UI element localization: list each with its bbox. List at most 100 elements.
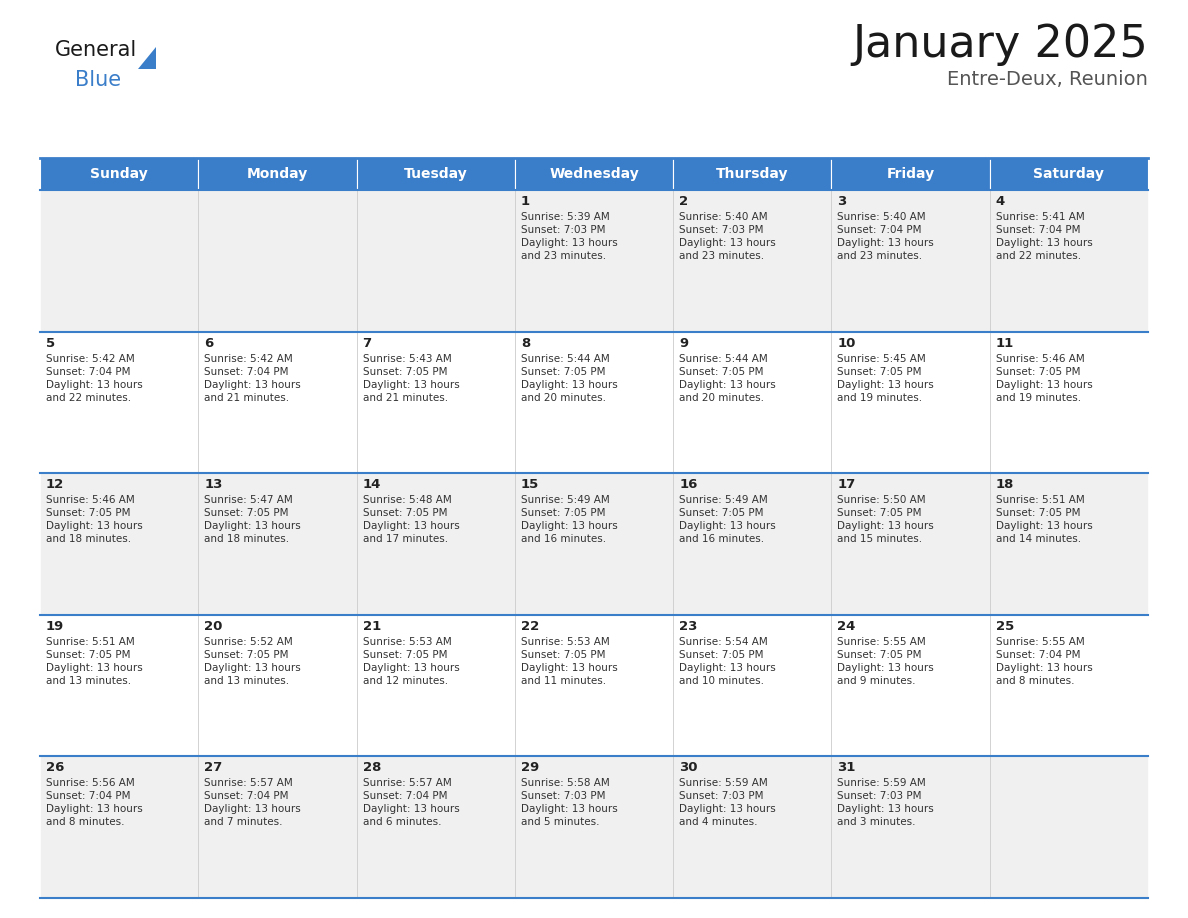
Text: Sunrise: 5:52 AM: Sunrise: 5:52 AM (204, 637, 293, 647)
Bar (832, 331, 990, 473)
Text: Sunrise: 5:44 AM: Sunrise: 5:44 AM (680, 353, 767, 364)
Text: Sunset: 7:05 PM: Sunset: 7:05 PM (204, 509, 289, 518)
Bar (514, 473, 674, 615)
Bar (40, 756, 198, 898)
Polygon shape (138, 47, 156, 69)
Text: Daylight: 13 hours: Daylight: 13 hours (46, 521, 143, 532)
Text: 30: 30 (680, 761, 697, 775)
Text: Wednesday: Wednesday (549, 167, 639, 181)
Text: Sunrise: 5:59 AM: Sunrise: 5:59 AM (838, 778, 927, 789)
Text: 18: 18 (996, 478, 1015, 491)
Text: Sunset: 7:03 PM: Sunset: 7:03 PM (838, 791, 922, 801)
Text: Sunset: 7:03 PM: Sunset: 7:03 PM (520, 225, 606, 235)
Bar (832, 756, 990, 898)
Text: Monday: Monday (247, 167, 308, 181)
Bar (198, 331, 356, 473)
Bar (514, 615, 674, 756)
Text: Daylight: 13 hours: Daylight: 13 hours (838, 238, 934, 248)
Text: Friday: Friday (886, 167, 935, 181)
Bar (40, 158, 198, 190)
Text: Daylight: 13 hours: Daylight: 13 hours (362, 380, 460, 389)
Text: Sunrise: 5:44 AM: Sunrise: 5:44 AM (520, 353, 609, 364)
Text: 17: 17 (838, 478, 855, 491)
Text: and 23 minutes.: and 23 minutes. (838, 251, 923, 261)
Text: Sunrise: 5:56 AM: Sunrise: 5:56 AM (46, 778, 134, 789)
Text: and 21 minutes.: and 21 minutes. (362, 393, 448, 403)
Bar (198, 473, 356, 615)
Text: Daylight: 13 hours: Daylight: 13 hours (996, 521, 1093, 532)
Text: 21: 21 (362, 620, 381, 633)
Text: 27: 27 (204, 761, 222, 775)
Text: Sunset: 7:05 PM: Sunset: 7:05 PM (838, 650, 922, 660)
Text: Daylight: 13 hours: Daylight: 13 hours (520, 804, 618, 814)
Bar (40, 190, 198, 331)
Text: Daylight: 13 hours: Daylight: 13 hours (680, 521, 776, 532)
Bar (832, 615, 990, 756)
Text: Sunset: 7:05 PM: Sunset: 7:05 PM (996, 366, 1080, 376)
Bar (990, 756, 1148, 898)
Text: Sunrise: 5:39 AM: Sunrise: 5:39 AM (520, 212, 609, 222)
Bar (990, 615, 1148, 756)
Text: Sunset: 7:04 PM: Sunset: 7:04 PM (838, 225, 922, 235)
Text: Daylight: 13 hours: Daylight: 13 hours (680, 380, 776, 389)
Text: Sunset: 7:04 PM: Sunset: 7:04 PM (996, 650, 1080, 660)
Text: 4: 4 (996, 195, 1005, 208)
Text: and 6 minutes.: and 6 minutes. (362, 817, 441, 827)
Bar (674, 158, 832, 190)
Bar (356, 473, 514, 615)
Bar (832, 473, 990, 615)
Text: and 13 minutes.: and 13 minutes. (46, 676, 131, 686)
Text: Sunrise: 5:45 AM: Sunrise: 5:45 AM (838, 353, 927, 364)
Text: 12: 12 (46, 478, 64, 491)
Text: Sunrise: 5:53 AM: Sunrise: 5:53 AM (362, 637, 451, 647)
Text: and 18 minutes.: and 18 minutes. (204, 534, 290, 544)
Text: Daylight: 13 hours: Daylight: 13 hours (520, 238, 618, 248)
Text: Sunrise: 5:53 AM: Sunrise: 5:53 AM (520, 637, 609, 647)
Text: Sunset: 7:03 PM: Sunset: 7:03 PM (520, 791, 606, 801)
Text: Daylight: 13 hours: Daylight: 13 hours (204, 663, 301, 673)
Text: 26: 26 (46, 761, 64, 775)
Text: 23: 23 (680, 620, 697, 633)
Text: Sunset: 7:04 PM: Sunset: 7:04 PM (362, 791, 447, 801)
Text: Sunrise: 5:46 AM: Sunrise: 5:46 AM (46, 495, 134, 505)
Bar (674, 190, 832, 331)
Text: Sunset: 7:05 PM: Sunset: 7:05 PM (46, 509, 131, 518)
Text: Sunrise: 5:40 AM: Sunrise: 5:40 AM (680, 212, 767, 222)
Text: Sunset: 7:05 PM: Sunset: 7:05 PM (838, 366, 922, 376)
Text: and 19 minutes.: and 19 minutes. (996, 393, 1081, 403)
Text: Sunset: 7:05 PM: Sunset: 7:05 PM (204, 650, 289, 660)
Text: Sunrise: 5:47 AM: Sunrise: 5:47 AM (204, 495, 293, 505)
Text: and 23 minutes.: and 23 minutes. (520, 251, 606, 261)
Text: Sunrise: 5:46 AM: Sunrise: 5:46 AM (996, 353, 1085, 364)
Text: and 3 minutes.: and 3 minutes. (838, 817, 916, 827)
Bar (40, 615, 198, 756)
Text: Daylight: 13 hours: Daylight: 13 hours (996, 380, 1093, 389)
Text: Sunset: 7:05 PM: Sunset: 7:05 PM (996, 509, 1080, 518)
Text: and 17 minutes.: and 17 minutes. (362, 534, 448, 544)
Text: Sunrise: 5:50 AM: Sunrise: 5:50 AM (838, 495, 927, 505)
Text: Sunrise: 5:58 AM: Sunrise: 5:58 AM (520, 778, 609, 789)
Text: and 5 minutes.: and 5 minutes. (520, 817, 600, 827)
Text: 1: 1 (520, 195, 530, 208)
Text: and 20 minutes.: and 20 minutes. (680, 393, 764, 403)
Text: Sunrise: 5:49 AM: Sunrise: 5:49 AM (520, 495, 609, 505)
Text: 2: 2 (680, 195, 688, 208)
Text: 14: 14 (362, 478, 381, 491)
Text: and 8 minutes.: and 8 minutes. (46, 817, 125, 827)
Text: and 13 minutes.: and 13 minutes. (204, 676, 290, 686)
Text: Sunset: 7:05 PM: Sunset: 7:05 PM (680, 366, 764, 376)
Text: Sunrise: 5:43 AM: Sunrise: 5:43 AM (362, 353, 451, 364)
Text: Blue: Blue (75, 70, 121, 90)
Bar (674, 756, 832, 898)
Text: Sunset: 7:05 PM: Sunset: 7:05 PM (838, 509, 922, 518)
Bar (40, 473, 198, 615)
Text: Sunset: 7:05 PM: Sunset: 7:05 PM (680, 650, 764, 660)
Text: Sunrise: 5:55 AM: Sunrise: 5:55 AM (838, 637, 927, 647)
Text: Sunrise: 5:54 AM: Sunrise: 5:54 AM (680, 637, 767, 647)
Bar (198, 756, 356, 898)
Bar (832, 190, 990, 331)
Text: Daylight: 13 hours: Daylight: 13 hours (46, 804, 143, 814)
Text: 11: 11 (996, 337, 1015, 350)
Text: Daylight: 13 hours: Daylight: 13 hours (362, 663, 460, 673)
Text: Sunset: 7:04 PM: Sunset: 7:04 PM (204, 791, 289, 801)
